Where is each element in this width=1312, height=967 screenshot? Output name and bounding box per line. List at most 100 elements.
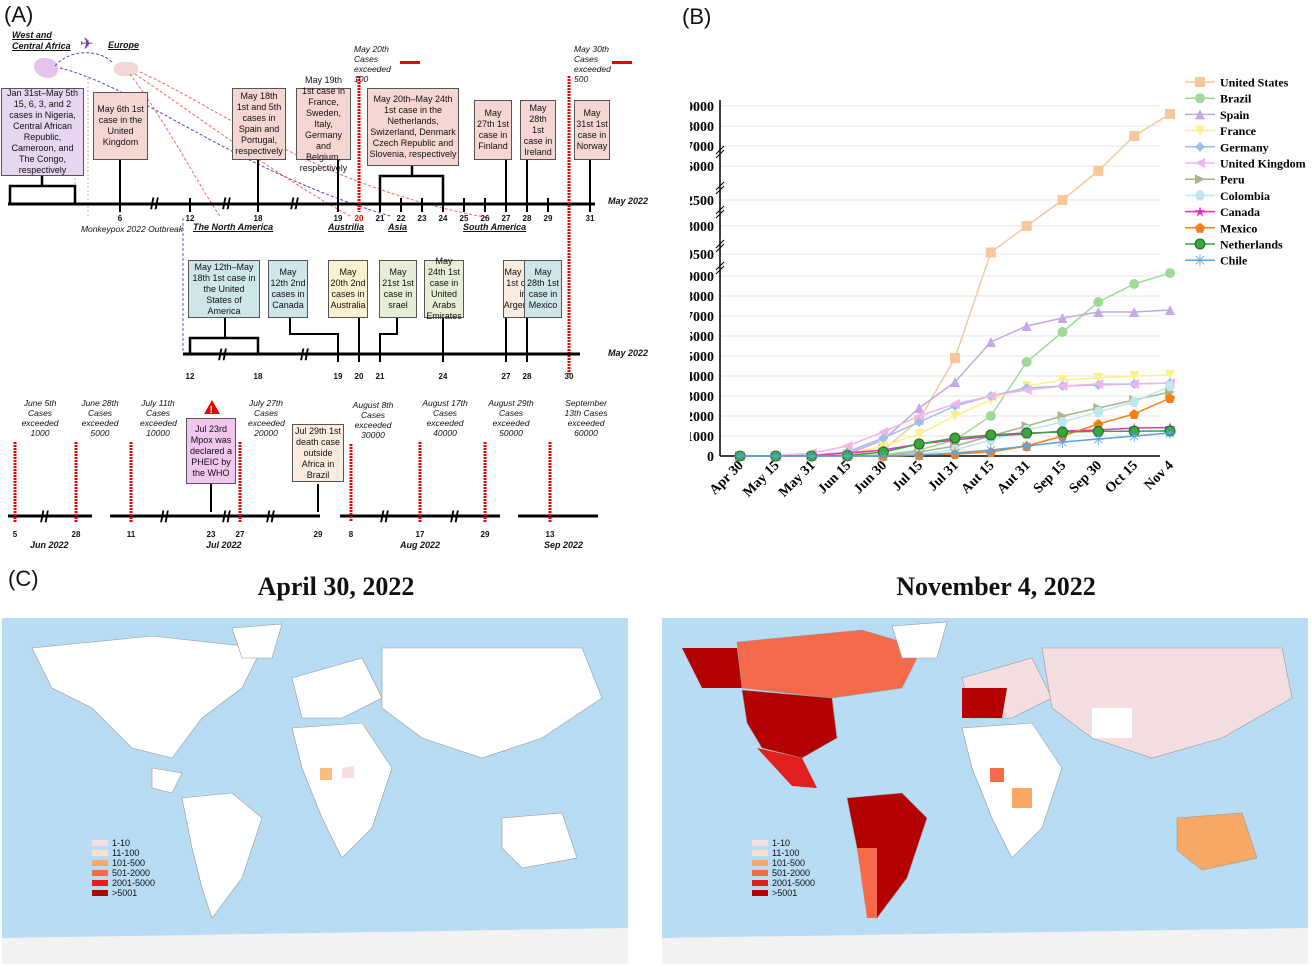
axis-break: [715, 181, 725, 195]
milestone-100: May 20th Cases exceeded 100: [354, 44, 391, 84]
event-box-netherlands-etc: May 20th–May 24th 1st case in the Nether…: [367, 88, 459, 166]
data-point: [1057, 381, 1068, 391]
svg-text://: //: [300, 347, 309, 364]
world-map-shapes: [2, 623, 628, 964]
tick-label: 18: [253, 372, 263, 381]
svg-text:!: !: [210, 405, 213, 416]
milestone-500: May 30th Cases exceeded 500: [574, 44, 611, 84]
data-point: ✳: [1092, 432, 1105, 449]
tick-label: 28: [522, 372, 532, 381]
legend-label: Mexico: [1220, 221, 1257, 235]
legend-label: Spain: [1220, 108, 1250, 122]
event-box-spain-portugal: May 18th 1st and 5th cases in Spain and …: [232, 88, 286, 160]
milestone-10000: July 11th Cases exceeded 10000: [140, 398, 177, 438]
data-point: [1165, 268, 1175, 279]
data-point: [1129, 307, 1140, 317]
y-tick-label: 0: [707, 450, 714, 465]
data-point: [1093, 379, 1104, 389]
tick-label: 13: [545, 530, 555, 539]
x-tick-label: Sep 30: [1067, 458, 1105, 496]
tick-label: 26: [480, 214, 490, 223]
y-tick-label: 29000: [690, 100, 714, 115]
data-point: [878, 427, 889, 437]
data-point: [914, 429, 925, 439]
event-box-israel: May 21st 1st case in srael: [379, 260, 417, 318]
y-tick-label: 26000: [690, 160, 714, 175]
tick-label: 31: [585, 214, 595, 223]
data-point: [1195, 190, 1205, 201]
data-point: [1129, 371, 1140, 381]
event-box-africa: Jan 31st–May 5th 15, 6, 3, and 2 cases i…: [1, 88, 84, 176]
data-point: [1057, 313, 1068, 323]
timeline-lines: // // //: [8, 52, 598, 526]
data-point: [1021, 385, 1032, 395]
event-box-uae: May 24th 1st case in United Arabs Emirat…: [424, 256, 464, 321]
legend-label: United States: [1220, 76, 1289, 90]
tick-label: 24: [438, 372, 448, 381]
tick-label: 11: [126, 530, 136, 539]
data-point: [950, 377, 960, 387]
milestone-30000: August 8th Cases exceeded 30000: [352, 400, 394, 440]
month-label: May 2022: [608, 348, 649, 358]
data-point: ✳: [984, 443, 997, 460]
data-point: [1021, 321, 1032, 331]
data-point: ✳: [1056, 435, 1069, 452]
region-west-central-africa: West and Central Africa: [12, 30, 71, 51]
tick-label: 23: [206, 530, 216, 539]
event-box-australia: May 20th 2nd cases in Australia: [328, 260, 368, 318]
data-point: [1195, 174, 1205, 185]
data-point: [1195, 141, 1205, 152]
y-tick-label: 3000: [690, 390, 714, 405]
svg-text://: //: [40, 509, 49, 526]
map-legend-november: 1-10 11-100 101-500 501-2000 2001-5000 >…: [752, 838, 815, 898]
data-point: ✳: [948, 446, 961, 463]
data-point: [1057, 426, 1068, 438]
data-point: [1057, 417, 1068, 427]
event-box-france-etc: May 19th 1st case in France, Sweden, Ita…: [296, 75, 351, 173]
region-australia: Austrilia: [328, 222, 365, 232]
y-tick-label: 6000: [690, 330, 714, 345]
legend-label: Chile: [1220, 254, 1248, 268]
event-box-uk: May 6th 1st case in the United Kingdom: [93, 92, 148, 160]
data-point: ✳: [877, 449, 890, 466]
panel-c-label: (C): [8, 566, 39, 591]
tick-label: 19: [333, 372, 343, 381]
tick-label: 12: [185, 214, 195, 223]
legend-label: Peru: [1220, 173, 1245, 187]
x-tick-label: Sep 15: [1031, 458, 1069, 496]
svg-text://: //: [290, 196, 299, 213]
axis-break: [715, 261, 725, 275]
data-point: [950, 449, 960, 459]
region-south-america: South America: [463, 222, 527, 232]
tick-label: 27: [235, 530, 245, 539]
tick-label: 8: [348, 530, 354, 539]
y-tick-label: 4000: [690, 370, 714, 385]
tick-label: 12: [185, 372, 195, 381]
data-point: [1165, 370, 1175, 380]
map-legend-april: 1-10 11-100 101-500 501-2000 2001-5000 >…: [92, 838, 155, 898]
data-point: [1093, 419, 1104, 429]
milestone-40000: August 17th Cases exceeded 40000: [422, 398, 468, 438]
tick-label: 24: [438, 214, 448, 223]
tick-label: 17: [415, 530, 425, 539]
data-point: [1057, 195, 1068, 205]
region-europe: Europe: [108, 40, 140, 50]
data-point: [1093, 307, 1104, 317]
data-point: [985, 429, 997, 441]
y-tick-label: 27000: [690, 140, 714, 155]
svg-text://: //: [266, 509, 275, 526]
event-box-death: Jul 29th 1st death case outside Africa i…: [292, 424, 344, 482]
y-tick-label: 9000: [690, 270, 714, 285]
y-tick-label: 8000: [690, 290, 714, 305]
svg-text://: //: [150, 196, 159, 213]
legend-label: France: [1220, 124, 1257, 138]
tick-label: 28: [71, 530, 81, 539]
data-point: [950, 411, 960, 421]
data-point: [1165, 381, 1175, 391]
world-map-november: 1-10 11-100 101-500 501-2000 2001-5000 >…: [662, 618, 1308, 964]
tick-label: 23: [417, 214, 427, 223]
milestone-5000: June 28th Cases exceeded 5000: [81, 398, 119, 438]
data-point: [1129, 397, 1140, 407]
y-tick-label: 18000: [690, 220, 714, 235]
event-box-canada: May 12th 2nd cases in Canada: [268, 260, 308, 318]
